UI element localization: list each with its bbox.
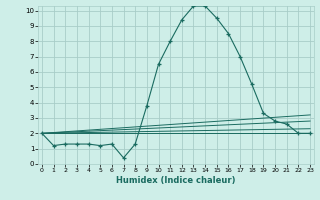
X-axis label: Humidex (Indice chaleur): Humidex (Indice chaleur): [116, 176, 236, 185]
